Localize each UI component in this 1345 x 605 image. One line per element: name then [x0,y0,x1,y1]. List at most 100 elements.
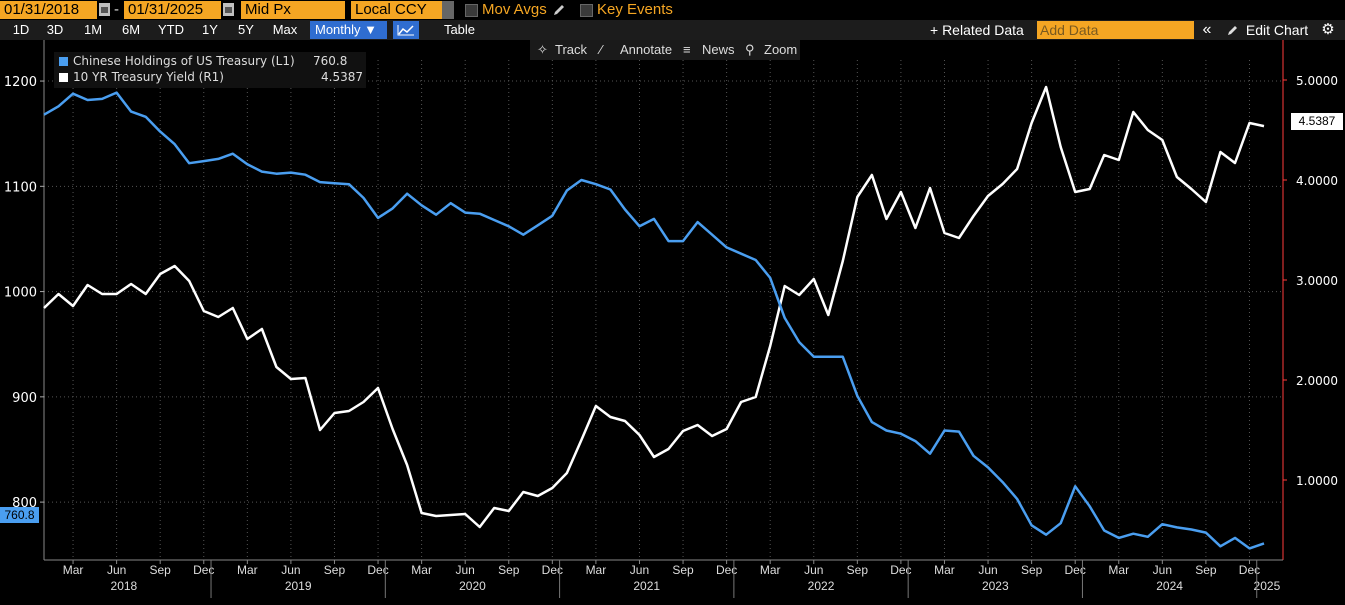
x-axis-month-label: Sep [672,563,694,577]
legend-label: 10 YR Treasury Yield (R1) [73,70,224,84]
table-button[interactable]: Table [443,22,476,37]
annotate-button[interactable]: Annotate [620,42,673,57]
legend-swatch [59,57,68,66]
x-axis-month-label: Mar [411,563,432,577]
currency-select[interactable]: Local CCY [351,1,454,19]
last-value-tag-right: 4.5387 [1291,113,1343,130]
right-axis-tick-label: 4.0000 [1296,174,1338,188]
x-axis-month-label: Jun [107,563,126,577]
zoom-icon: ⚲ [745,42,755,57]
right-axis-tick-label: 3.0000 [1296,274,1338,288]
right-axis-tick-label: 5.0000 [1296,74,1338,88]
x-axis-month-label: Mar [586,563,607,577]
x-axis-year-label: 2025 [1254,579,1281,593]
x-axis-month-label: Dec [367,563,388,577]
annotate-icon: ⁄ [600,42,603,57]
x-axis-month-label: Dec [890,563,911,577]
line-chart-icon[interactable] [393,21,419,39]
x-axis-month-label: Sep [150,563,172,577]
holdings-series-line[interactable] [43,91,1265,550]
news-icon: ≡ [683,42,691,57]
calendar-icon[interactable] [223,3,234,16]
mov-avgs-checkbox[interactable] [465,4,478,17]
zoom-button[interactable]: Zoom [764,42,798,57]
legend-label: Chinese Holdings of US Treasury (L1) [73,54,295,68]
track-button[interactable]: Track [555,42,588,57]
start-date-field[interactable]: 01/31/2018 [0,1,97,19]
date-separator: - [114,1,119,18]
collapse-icon[interactable]: « [1202,21,1212,38]
x-axis-year-label: 2023 [982,579,1009,593]
x-axis-month-label: Sep [324,563,346,577]
yield-series-line[interactable] [43,85,1265,529]
x-axis-month-label: Jun [456,563,475,577]
range-max-button[interactable]: Max [272,22,298,37]
last-value-tag-left: 760.8 [0,507,39,523]
calendar-icon[interactable] [99,3,110,16]
key-events-checkbox[interactable] [580,4,593,17]
x-axis-month-label: Mar [237,563,258,577]
right-axis-tick-label: 2.0000 [1296,374,1338,388]
range-1m-button[interactable]: 1M [83,22,103,37]
x-axis-year-label: 2021 [633,579,660,593]
range-6m-button[interactable]: 6M [121,22,141,37]
x-axis-month-label: Mar [934,563,955,577]
line-chart-glyph [397,25,414,36]
range-toolbar: 1D 3D 1M 6M YTD 1Y 5Y Max Monthly ▼ Tabl… [0,20,1345,40]
x-axis-month-label: Mar [1108,563,1129,577]
range-1d-button[interactable]: 1D [12,22,30,37]
pencil-icon[interactable] [1226,24,1239,37]
legend-value: 760.8 [313,54,348,68]
end-date-field[interactable]: 01/31/2025 [124,1,221,19]
gear-icon[interactable]: ⚙ [1321,21,1335,38]
x-axis-month-label: Dec [193,563,214,577]
price-field-select[interactable]: Mid Px [241,1,345,19]
left-axis-tick-label: 1000 [4,286,37,301]
range-3d-button[interactable]: 3D [46,22,64,37]
x-axis-month-label: Sep [498,563,520,577]
left-axis-tick-label: 1200 [4,75,37,90]
mov-avgs-label: Mov Avgs [482,1,547,18]
key-events-label: Key Events [597,1,673,18]
range-1y-button[interactable]: 1Y [202,22,218,37]
x-axis-month-label: Mar [63,563,84,577]
pencil-icon[interactable] [552,3,566,17]
x-axis-year-label: 2024 [1156,579,1183,593]
range-ytd-button[interactable]: YTD [158,22,184,37]
x-axis-year-label: 2022 [808,579,835,593]
news-button[interactable]: News [702,42,735,57]
x-axis-month-label: Dec [716,563,737,577]
left-axis-tick-label: 1100 [4,180,37,195]
track-icon: ✧ [537,42,548,57]
related-data-button[interactable]: + Related Data [930,22,1024,38]
x-axis-month-label: Jun [630,563,649,577]
range-5y-button[interactable]: 5Y [238,22,254,37]
x-axis-month-label: Sep [1195,563,1217,577]
chevron-down-icon [442,1,454,19]
edit-chart-button[interactable]: Edit Chart [1245,22,1309,38]
currency-label: Local CCY [355,1,427,18]
x-axis-month-label: Sep [1021,563,1043,577]
price-field-label: Mid Px [245,1,291,18]
x-axis-month-label: Mar [760,563,781,577]
x-axis-month-label: Jun [281,563,300,577]
left-axis-tick-label: 900 [12,391,37,406]
chart-legend: Chinese Holdings of US Treasury (L1) 760… [54,52,366,88]
right-axis-tick-label: 1.0000 [1296,474,1338,488]
legend-swatch [59,73,68,82]
x-axis-month-label: Dec [1065,563,1086,577]
x-axis-month-label: Jun [1153,563,1172,577]
x-axis-year-label: 2020 [459,579,486,593]
x-axis-year-label: 2018 [111,579,138,593]
legend-value: 4.5387 [321,70,363,84]
add-data-input[interactable]: Add Data [1037,21,1194,39]
x-axis-year-label: 2019 [285,579,312,593]
periodicity-select[interactable]: Monthly ▼ [310,21,387,39]
chart-tools-bar: ✧ Track ⁄ Annotate ≡ News ⚲ Zoom [530,40,800,60]
x-axis-month-label: Jun [804,563,823,577]
x-axis-month-label: Dec [542,563,563,577]
x-axis-month-label: Dec [1239,563,1260,577]
x-axis-month-label: Jun [978,563,997,577]
x-axis-month-label: Sep [847,563,869,577]
